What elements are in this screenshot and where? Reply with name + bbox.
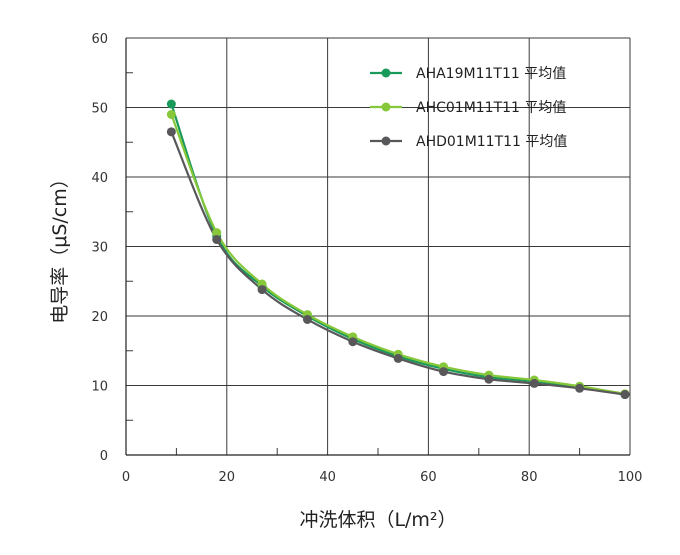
- data-point: [620, 390, 630, 400]
- y-tick-label: 30: [91, 241, 108, 256]
- y-tick-label: 60: [91, 32, 108, 47]
- y-axis-title: 电导率（μS/cm）: [49, 169, 71, 324]
- legend: AHA19M11T11 平均值 AHC01M11T11 平均值 AHD01M11T1…: [370, 66, 567, 150]
- legend-marker: [381, 136, 391, 146]
- series-lines: [170, 103, 626, 396]
- x-axis-title: 冲洗体积（L/m²）: [299, 509, 456, 531]
- legend-label: AHD01M11T11 平均值: [416, 134, 567, 150]
- y-tick-label: 50: [91, 102, 108, 117]
- data-point: [393, 353, 403, 363]
- data-point: [212, 235, 222, 245]
- x-tick-label: 80: [521, 470, 538, 485]
- y-tick-label: 10: [91, 380, 108, 395]
- legend-marker: [381, 68, 391, 78]
- legend-label: AHA19M11T11 平均值: [416, 66, 566, 82]
- x-tick-label: 20: [219, 470, 236, 485]
- series-line: [170, 114, 626, 395]
- legend-marker: [381, 102, 391, 112]
- x-tick-label: 40: [319, 470, 336, 485]
- data-point: [166, 127, 176, 137]
- series-line: [170, 131, 626, 396]
- data-point: [575, 383, 585, 393]
- data-point: [529, 378, 539, 388]
- x-tick-label: 0: [122, 470, 130, 485]
- data-point: [302, 314, 312, 324]
- data-point: [439, 367, 449, 377]
- x-tick-labels: 0 20 40 60 80 100: [122, 470, 643, 485]
- data-point: [484, 374, 494, 384]
- data-point: [166, 99, 176, 109]
- x-tick-label: 60: [420, 470, 437, 485]
- series-points: [166, 99, 630, 400]
- x-tick-label: 100: [618, 470, 643, 485]
- axes: [125, 38, 630, 456]
- legend-label: AHC01M11T11 平均值: [416, 100, 566, 116]
- y-tick-labels: 0 10 20 30 40 50 60: [91, 32, 108, 464]
- data-point: [166, 109, 176, 119]
- data-point: [348, 337, 358, 347]
- series-line: [170, 103, 626, 396]
- y-tick-label: 0: [100, 449, 108, 464]
- y-tick-label: 20: [91, 310, 108, 325]
- data-point: [257, 285, 267, 295]
- data-point: [212, 228, 222, 238]
- y-tick-label: 40: [91, 171, 108, 186]
